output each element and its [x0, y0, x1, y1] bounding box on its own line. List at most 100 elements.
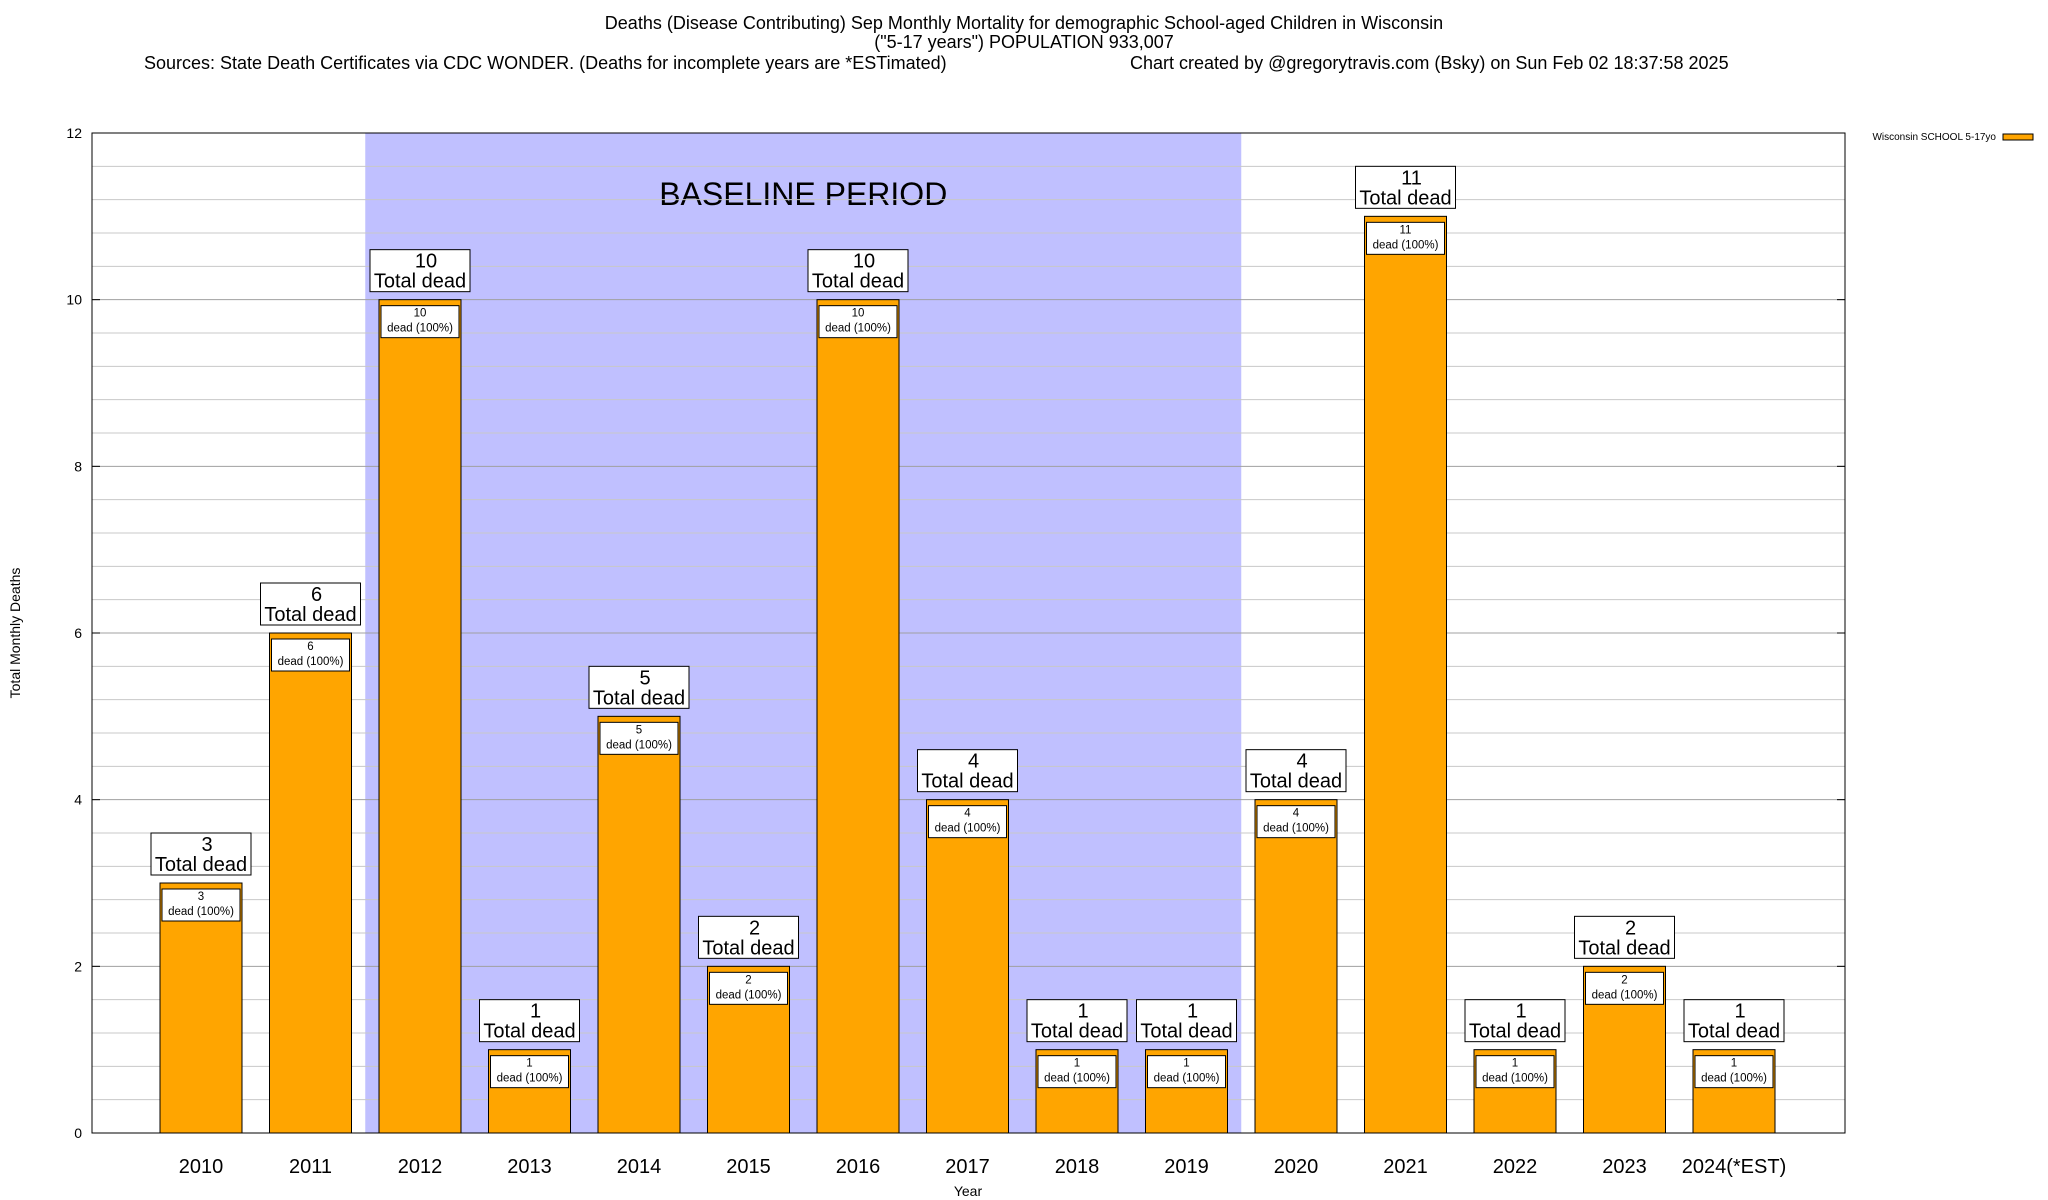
bar-inner-label-box — [818, 305, 898, 339]
credit-text: Chart created by @gregorytravis.com (Bsk… — [1130, 53, 1729, 73]
bar-total-box — [479, 999, 580, 1043]
bar-inner-label: dead (100%) — [1263, 823, 1329, 835]
bar-total-value: 1 — [1515, 1001, 1526, 1023]
bar-total-box — [369, 249, 471, 293]
x-tick-label: 2011 — [289, 1156, 332, 1178]
y-tick-label: 8 — [74, 458, 82, 474]
bar-inner-value: 1 — [1731, 1058, 1737, 1070]
bar-inner-label-box — [1037, 1055, 1117, 1089]
bar-total-box — [1574, 915, 1675, 959]
bar-total-label: Total dead — [1469, 1021, 1561, 1043]
bar-total-label: Total dead — [1578, 937, 1670, 959]
bar — [1254, 799, 1338, 1134]
y-tick-label: 4 — [74, 792, 82, 808]
bar-inner-value: 5 — [636, 724, 642, 736]
chart-title-line-2: ("5-17 years") POPULATION 933,007 — [874, 32, 1174, 52]
bar-inner-value: 4 — [964, 808, 971, 820]
bar-inner-value: 1 — [1183, 1058, 1189, 1070]
bar-inner-label: dead (100%) — [606, 739, 672, 751]
bar-total-box — [917, 749, 1018, 793]
bar-inner-label-box — [1585, 971, 1664, 1005]
y-tick-label: 2 — [74, 958, 82, 974]
bar-inner-value: 6 — [307, 641, 313, 653]
bar-total-label: Total dead — [702, 937, 794, 959]
legend-swatch — [2002, 133, 2034, 141]
bar-total-label: Total dead — [374, 271, 466, 293]
bar — [926, 799, 1009, 1134]
bar-total-value: 1 — [530, 1001, 541, 1023]
bar-inner-label: dead (100%) — [1592, 989, 1658, 1001]
x-tick-label: 2024(*EST) — [1682, 1156, 1787, 1178]
bar-total-label: Total dead — [1250, 771, 1342, 793]
x-tick-label: 2021 — [1383, 1156, 1428, 1178]
bar-inner-label: dead (100%) — [387, 323, 453, 335]
bar-total-box — [150, 832, 252, 876]
bar-inner-label-box — [161, 888, 241, 922]
bar-total-box — [1136, 999, 1237, 1043]
bar-inner-label-box — [1256, 805, 1336, 839]
bar-total-box — [1464, 999, 1566, 1043]
bar-inner-label: dead (100%) — [825, 323, 891, 335]
bar-total-box — [1683, 999, 1785, 1043]
bar-total-label: Total dead — [921, 771, 1013, 793]
x-tick-label: 2015 — [726, 1156, 771, 1178]
bar-total-value: 5 — [639, 667, 650, 689]
bar-inner-value: 1 — [1512, 1058, 1518, 1070]
bar-inner-label-box — [599, 721, 679, 755]
chart-title-line-1: Deaths (Disease Contributing) Sep Monthl… — [604, 13, 1444, 33]
bar-total-box — [1026, 999, 1128, 1043]
bar-inner-label: dead (100%) — [497, 1073, 563, 1085]
x-tick-label: 2012 — [398, 1156, 443, 1178]
x-tick-label: 2010 — [179, 1156, 224, 1178]
bar-inner-value: 11 — [1400, 224, 1412, 236]
bar-total-box — [260, 582, 361, 626]
bar-total-value: 4 — [968, 751, 979, 773]
bar-total-label: Total dead — [1688, 1021, 1780, 1043]
bar-inner-label: dead (100%) — [1154, 1073, 1220, 1085]
bar-inner-label: dead (100%) — [935, 823, 1001, 835]
bar-inner-label-box — [1475, 1055, 1555, 1089]
bar-total-label: Total dead — [1359, 187, 1451, 209]
x-tick-label: 2020 — [1274, 1156, 1319, 1178]
bar-inner-value: 1 — [526, 1058, 532, 1070]
bar-total-value: 10 — [415, 251, 437, 273]
bar-total-value: 1 — [1734, 1001, 1745, 1023]
bar — [378, 299, 462, 1134]
bar-inner-label: dead (100%) — [1482, 1073, 1548, 1085]
bar-total-value: 2 — [1625, 917, 1636, 939]
bar-total-label: Total dead — [1031, 1021, 1123, 1043]
bar — [269, 632, 352, 1134]
bar-inner-value: 4 — [1293, 808, 1300, 820]
bar — [597, 715, 681, 1134]
y-tick-label: 10 — [66, 292, 82, 308]
bar-total-label: Total dead — [593, 687, 685, 709]
bar-total-box — [807, 249, 909, 293]
bar-inner-label-box — [1366, 221, 1445, 255]
bar-inner-label: dead (100%) — [1701, 1073, 1767, 1085]
bar-total-label: Total dead — [812, 271, 904, 293]
bar-total-value: 2 — [749, 917, 760, 939]
bar-total-value: 4 — [1296, 751, 1307, 773]
bar-inner-label: dead (100%) — [1044, 1073, 1110, 1085]
bar-inner-label-box — [1147, 1055, 1226, 1089]
bar — [159, 882, 243, 1134]
bar-inner-value: 10 — [852, 308, 865, 320]
bar-total-label: Total dead — [1140, 1021, 1232, 1043]
y-tick-label: 12 — [66, 125, 82, 141]
sources-text: Sources: State Death Certificates via CD… — [144, 53, 947, 73]
bar-inner-label: dead (100%) — [1373, 239, 1439, 251]
bar-total-value: 1 — [1187, 1001, 1198, 1023]
bar-inner-value: 2 — [1621, 974, 1627, 986]
bar-total-value: 11 — [1401, 167, 1422, 189]
bar-inner-label-box — [380, 305, 460, 339]
bar-inner-label-box — [1694, 1055, 1774, 1089]
bar-inner-value: 3 — [198, 891, 204, 903]
bar-total-box — [1245, 749, 1347, 793]
x-tick-label: 2022 — [1493, 1156, 1538, 1178]
y-tick-label: 6 — [74, 625, 82, 641]
y-tick-label: 0 — [74, 1125, 82, 1141]
bar-inner-label-box — [928, 805, 1007, 839]
x-tick-label: 2023 — [1602, 1156, 1647, 1178]
x-axis-title: Year — [954, 1183, 983, 1199]
